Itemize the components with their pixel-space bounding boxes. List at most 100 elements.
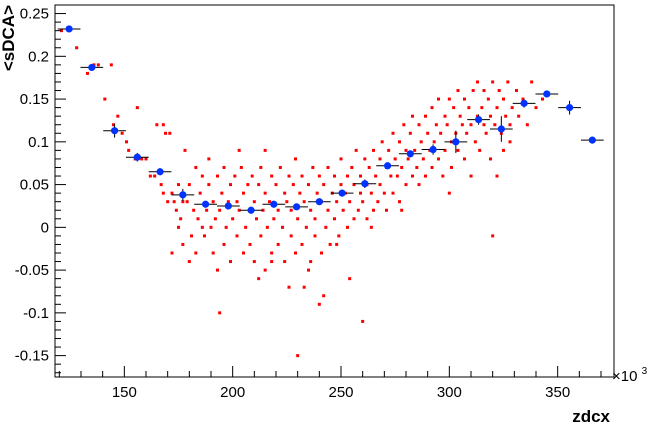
scatter-point [311, 165, 315, 169]
scatter-point [112, 123, 115, 127]
scatter-point [337, 234, 341, 238]
profile-point [88, 63, 96, 72]
scatter-point [326, 165, 330, 169]
scatter-point [218, 208, 222, 212]
scatter-point [480, 106, 484, 110]
scatter-point [450, 165, 453, 169]
scatter-point [445, 123, 449, 127]
scatter-point [185, 200, 189, 204]
scatter-point [205, 208, 209, 212]
scatter-point [300, 242, 304, 246]
profile-point [406, 150, 414, 158]
scatter-point [322, 294, 326, 298]
scatter-point [153, 174, 157, 178]
scatter-point [257, 183, 261, 187]
scatter-point [259, 234, 263, 238]
scatter-point [515, 89, 518, 93]
scatter-point [233, 174, 237, 178]
y-tick-label: -0.15 [15, 348, 49, 365]
scatter-point [148, 174, 152, 178]
scatter-point [209, 225, 213, 229]
scatter-point [421, 157, 425, 161]
scatter-point [190, 234, 193, 238]
scatter-point [398, 140, 401, 144]
scatter-point [367, 165, 371, 169]
scatter-point [391, 131, 395, 135]
scatter-point [235, 234, 239, 238]
scatter-point [502, 97, 505, 101]
scatter-point [426, 131, 430, 135]
scatter-point [541, 97, 544, 101]
profile-point [179, 191, 187, 199]
scatter-point [298, 191, 302, 195]
scatter-point [380, 140, 384, 144]
scatter-point [417, 183, 421, 187]
scatter-point [181, 242, 185, 246]
scatter-point [348, 200, 352, 204]
scatter-point [486, 97, 490, 101]
scatter-point [510, 106, 514, 110]
scatter-point [116, 114, 120, 118]
scatter-point [378, 183, 382, 187]
scatter-point [339, 183, 343, 187]
profile-point [156, 168, 164, 176]
scatter-point [473, 140, 477, 144]
scatter-point [456, 148, 460, 152]
scatter-point [504, 114, 508, 118]
scatter-point [196, 217, 200, 221]
scatter-point [328, 242, 332, 246]
scatter-point [127, 148, 131, 152]
scatter-point [469, 174, 473, 178]
scatter-point [213, 217, 217, 221]
scatter-point [283, 191, 287, 195]
profile-point [497, 125, 505, 133]
scatter-point [369, 225, 373, 229]
scatter-point [281, 225, 284, 229]
scatter-point [198, 191, 202, 195]
x-tick-label: 300 [437, 384, 462, 401]
scatter-point [272, 217, 276, 221]
scatter-point [242, 191, 245, 195]
y-tick-label: -0.05 [15, 262, 49, 279]
scatter-point [120, 131, 124, 135]
scatter-point [307, 183, 310, 187]
scatter-point [274, 183, 278, 187]
scatter-point [211, 251, 215, 255]
scatter-point [207, 157, 211, 161]
scatter-point [467, 106, 471, 110]
profile-point [292, 203, 301, 211]
scatter-point [350, 165, 354, 169]
scatter-point [259, 165, 263, 169]
scatter-point [261, 208, 265, 212]
profile-point [315, 198, 323, 206]
scatter-point [430, 106, 434, 110]
y-tick-label: 0.2 [28, 48, 49, 65]
scatter-point [437, 97, 440, 101]
scatter-point [387, 148, 391, 152]
profile-point [361, 180, 369, 188]
scatter-point [476, 80, 479, 84]
scatter-point [395, 174, 399, 178]
scatter-point [300, 174, 304, 178]
profile-point [383, 162, 392, 170]
scatter-point [255, 217, 258, 221]
scatter-point [406, 157, 410, 161]
scatter-point [174, 208, 178, 212]
scatter-point [313, 234, 317, 238]
scatter-point [313, 217, 317, 221]
scatter-point [211, 200, 215, 204]
scatter-point [226, 200, 230, 204]
scatter-point [404, 183, 408, 187]
scatter-point [439, 131, 443, 135]
scatter-point [109, 63, 113, 67]
scatter-point [497, 89, 501, 93]
scatter-point [508, 123, 512, 127]
scatter-point [248, 242, 252, 246]
x-tick-label: 250 [328, 384, 353, 401]
profile-point [224, 202, 232, 210]
scatter-point [372, 148, 375, 152]
scatter-point [424, 174, 427, 178]
scatter-point [242, 251, 245, 255]
scatter-point [200, 225, 204, 229]
